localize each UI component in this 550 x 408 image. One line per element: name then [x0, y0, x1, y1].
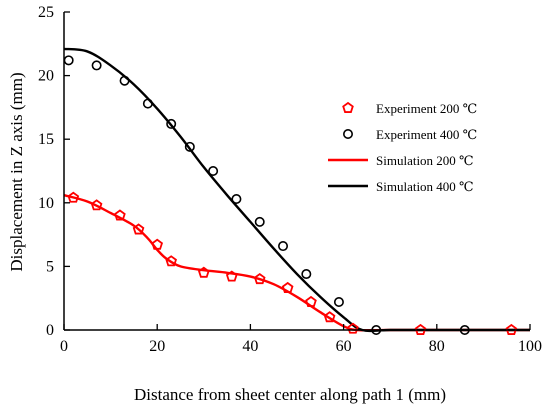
y-tick-label: 25 [38, 4, 54, 21]
data-point [119, 75, 130, 86]
data-point [197, 266, 210, 278]
series-points-1 [67, 191, 518, 335]
legend-marker [342, 129, 353, 140]
x-tick-label: 20 [149, 338, 165, 355]
y-tick-label: 20 [38, 68, 54, 85]
data-point [142, 98, 153, 109]
y-axis-label: Displacement in Z axis (mm) [7, 72, 26, 271]
x-tick-label: 40 [242, 338, 258, 355]
data-point [67, 191, 80, 203]
data-point [278, 241, 289, 252]
legend-entry-label: Simulation 400 ℃ [376, 179, 474, 194]
data-point [91, 60, 102, 71]
legend-entry-label: Experiment 200 ℃ [376, 101, 477, 116]
y-tick-label: 0 [46, 322, 54, 339]
data-point [151, 238, 164, 250]
data-point [333, 297, 344, 308]
data-point [414, 323, 427, 335]
data-point [505, 323, 518, 335]
series-points-2 [63, 55, 470, 335]
data-point [114, 209, 126, 221]
legend-entry-label: Simulation 200 ℃ [376, 153, 474, 168]
data-point [231, 193, 242, 204]
data-point [208, 166, 219, 177]
data-point [305, 295, 317, 307]
x-tick-label: 60 [336, 338, 352, 355]
axes-layer: 0 20 40 60 80 100 0 5 10 15 20 25 [38, 4, 542, 355]
data-point [253, 273, 266, 285]
series-line-1 [63, 194, 530, 332]
data-point [63, 55, 74, 66]
y-tick-label: 15 [38, 131, 54, 148]
data-point [323, 311, 336, 323]
data-point [90, 199, 103, 211]
data-point [347, 322, 359, 334]
y-tick-label: 10 [38, 195, 54, 212]
legend-entry-label: Experiment 400 ℃ [376, 127, 477, 142]
data-point [254, 216, 265, 227]
legend: Experiment 200 ℃ Experiment 400 ℃ Simulati… [328, 101, 477, 194]
data-point [166, 118, 177, 129]
data-point [132, 223, 145, 235]
x-tick-label: 0 [60, 338, 68, 355]
legend-marker [342, 101, 354, 113]
x-tick-label: 100 [518, 338, 542, 355]
y-tick-label: 5 [46, 258, 54, 275]
data-point [184, 141, 195, 152]
data-point [281, 281, 294, 293]
x-tick-label: 80 [429, 338, 445, 355]
data-point [301, 269, 312, 280]
x-axis-label: Distance from sheet center along path 1 … [134, 385, 446, 404]
data-point [225, 270, 238, 282]
data-point [165, 255, 177, 267]
